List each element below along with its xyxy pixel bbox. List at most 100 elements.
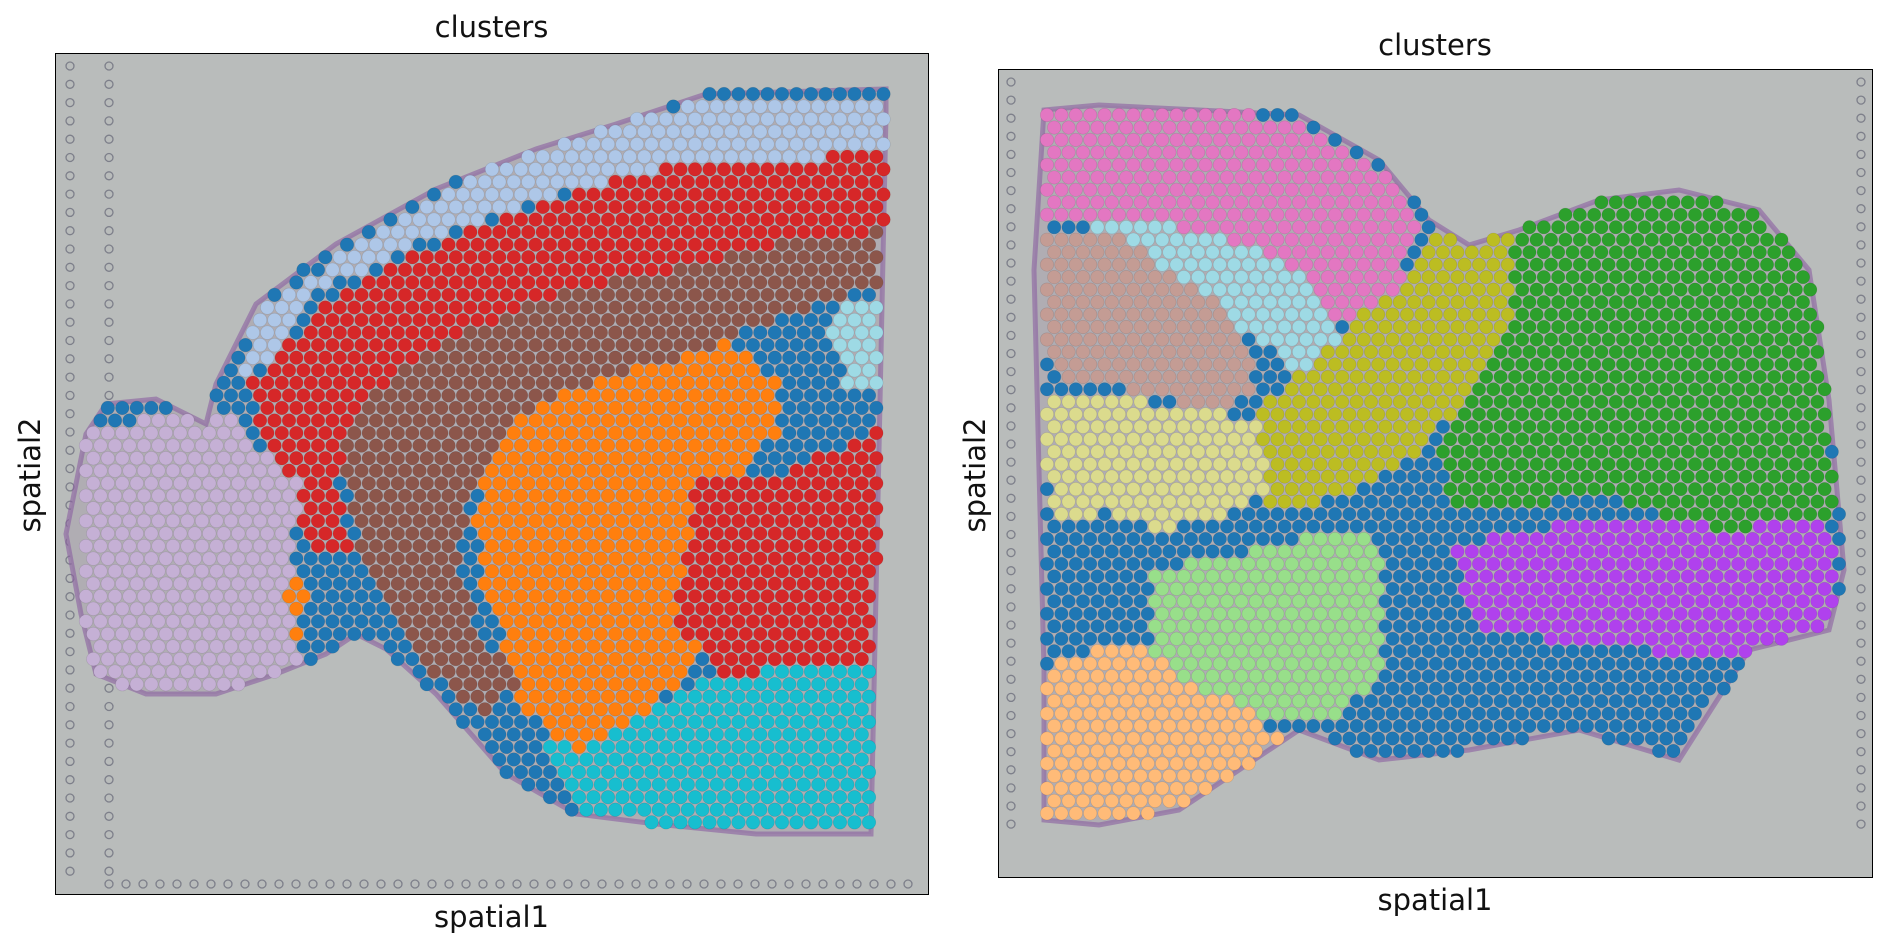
spot: [658, 438, 674, 453]
spot: [847, 689, 862, 704]
spot: [129, 400, 144, 416]
spot: [238, 413, 253, 428]
spot: [666, 802, 681, 817]
spot: [1234, 444, 1249, 459]
spot: [238, 639, 253, 654]
spot: [115, 601, 130, 616]
spot: [760, 589, 775, 604]
spot: [825, 375, 840, 390]
spot: [463, 325, 478, 340]
spot: [1666, 619, 1681, 634]
spot: [687, 815, 703, 830]
spot: [1579, 245, 1594, 260]
spot: [629, 162, 645, 177]
fiducial-spot: [65, 390, 75, 401]
spot: [753, 400, 768, 416]
fiducial-spot: [1006, 421, 1016, 431]
spot: [869, 275, 884, 290]
spot: [260, 576, 275, 591]
spot: [1414, 556, 1429, 571]
spot: [1407, 295, 1422, 310]
spot: [1399, 556, 1414, 571]
spot: [1335, 594, 1350, 609]
spot: [1522, 245, 1537, 260]
spot: [1126, 407, 1141, 422]
spot: [1148, 369, 1163, 384]
spot: [1803, 581, 1818, 596]
spot: [1184, 307, 1199, 322]
spot: [434, 300, 449, 315]
spot: [238, 614, 253, 629]
spot: [426, 388, 442, 403]
spot: [1320, 295, 1335, 310]
spot: [869, 425, 884, 441]
spot: [426, 312, 442, 328]
spot: [1291, 295, 1306, 310]
spot: [1731, 432, 1746, 447]
spot: [550, 551, 565, 566]
spot: [1529, 681, 1544, 696]
spot: [1191, 594, 1206, 609]
spot: [260, 526, 275, 541]
spot: [1759, 432, 1774, 447]
spot: [1220, 170, 1235, 185]
spot: [1148, 195, 1163, 210]
spot: [223, 363, 239, 378]
spot: [1817, 432, 1832, 447]
spot: [426, 463, 442, 478]
spot: [339, 237, 355, 252]
spot: [354, 614, 369, 629]
spot: [818, 513, 833, 529]
fiducial-spot: [104, 207, 114, 218]
spot: [1263, 394, 1278, 409]
spot: [1543, 581, 1558, 596]
spot: [1558, 556, 1573, 571]
spot: [1543, 606, 1558, 621]
spot: [796, 677, 811, 692]
spot: [1795, 544, 1810, 559]
spot: [825, 777, 840, 792]
spot: [1047, 170, 1062, 185]
spot: [731, 539, 746, 554]
spot: [803, 338, 819, 353]
spot: [1227, 581, 1242, 596]
spot: [383, 539, 398, 554]
spot: [347, 300, 362, 315]
spot: [1090, 544, 1105, 559]
spot: [1767, 469, 1782, 484]
spot: [390, 375, 405, 390]
spot: [448, 702, 463, 717]
spot: [1047, 694, 1062, 709]
spot: [1162, 270, 1177, 285]
spot: [122, 589, 137, 604]
spot: [832, 639, 848, 654]
spot: [658, 513, 674, 529]
spot: [1572, 332, 1587, 347]
spot: [1551, 544, 1566, 559]
spot: [847, 413, 862, 428]
spot: [1205, 145, 1220, 160]
spot: [1263, 120, 1278, 135]
spot: [796, 325, 811, 340]
spot: [1126, 157, 1141, 172]
spot: [499, 312, 514, 328]
spot: [803, 539, 819, 554]
spot: [1486, 706, 1501, 721]
spot: [339, 312, 355, 328]
spot: [1392, 544, 1407, 559]
spot: [1421, 270, 1436, 285]
spot: [542, 539, 558, 554]
fiducial-spot: [257, 879, 267, 889]
spot: [1810, 369, 1825, 384]
spot: [216, 576, 231, 591]
spot: [1205, 270, 1220, 285]
spot: [492, 551, 507, 566]
spot: [1507, 694, 1522, 709]
spot: [1371, 282, 1386, 297]
spot: [695, 752, 710, 767]
spot: [107, 513, 123, 529]
spot: [716, 338, 732, 353]
spot: [477, 727, 492, 742]
spot: [78, 614, 94, 629]
spot: [1407, 270, 1422, 285]
